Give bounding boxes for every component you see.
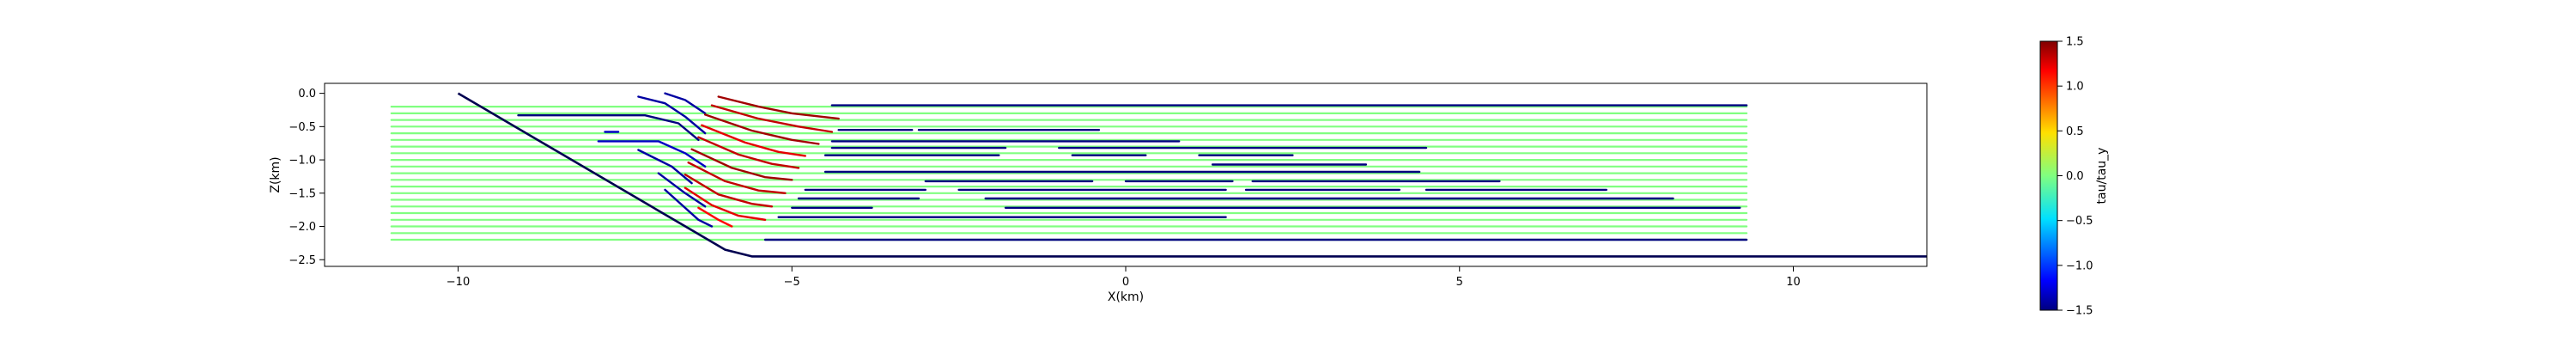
y-tick-label-4: −2.0 (289, 221, 316, 234)
series-line-5 (597, 140, 707, 168)
plot-area (324, 82, 1928, 267)
colorbar-tick-label-1: 1.0 (2066, 81, 2084, 94)
x-tick-label-0: −10 (447, 276, 470, 289)
x-axis-label: X(km) (1108, 290, 1144, 304)
series-line-3 (664, 92, 707, 115)
series-line-10 (710, 104, 834, 133)
y-tick-label-1: −0.5 (289, 121, 316, 134)
colorbar-ticks: 1.5 1.0 0.5 0.0 −0.5 −1.0 −1.5 (2057, 36, 2093, 318)
colorbar-tick-label-6: −1.5 (2066, 305, 2093, 318)
boundary-layer (457, 92, 1927, 258)
colorbar-tick-label-4: −0.5 (2066, 215, 2093, 228)
series-line-14 (690, 148, 793, 181)
y-axis: 0.0 −0.5 −1.0 −1.5 −2.0 −2.5 (289, 88, 325, 267)
y-tick-label-2: −1.0 (289, 155, 316, 168)
colorbar-tick-label-5: −1.0 (2066, 259, 2093, 272)
series-line-1 (517, 113, 700, 142)
y-tick-label-0: 0.0 (298, 88, 316, 101)
series-line-6 (637, 149, 693, 185)
series-line-18 (697, 206, 733, 228)
series-lines (517, 92, 1748, 241)
x-tick-label-4: 10 (1786, 276, 1801, 289)
colorbar-gradient (2039, 40, 2058, 311)
series-line-9 (717, 95, 840, 120)
colorbar: 1.5 1.0 0.5 0.0 −0.5 −1.0 −1.5 tau/tau_y (2039, 36, 2109, 318)
colorbar-tick-label-0: 1.5 (2066, 36, 2084, 49)
series-line-16 (683, 173, 774, 208)
y-axis-label: Z(km) (269, 156, 283, 192)
series-line-17 (683, 186, 767, 222)
x-tick-label-2: 0 (1122, 276, 1129, 289)
series-line-2 (637, 95, 707, 135)
colorbar-tick-label-3: 0.0 (2066, 170, 2084, 183)
y-tick-label-5: −2.5 (289, 254, 316, 267)
series-line-12 (701, 124, 806, 157)
series-line-8 (664, 188, 714, 228)
x-tick-label-3: 5 (1456, 276, 1463, 289)
boundary-line (457, 92, 1927, 258)
background-lines (390, 105, 1748, 241)
series-line-15 (687, 161, 787, 195)
series-line-13 (697, 136, 800, 169)
colorbar-label: tau/tau_y (2095, 148, 2109, 205)
colorbar-tick-label-2: 0.5 (2066, 125, 2084, 138)
series-line-7 (657, 172, 707, 208)
x-tick-label-1: −5 (784, 276, 800, 289)
series-line-11 (704, 113, 820, 145)
x-axis: −10 −5 0 5 10 (447, 266, 1801, 289)
y-tick-label-3: −1.5 (289, 187, 316, 200)
